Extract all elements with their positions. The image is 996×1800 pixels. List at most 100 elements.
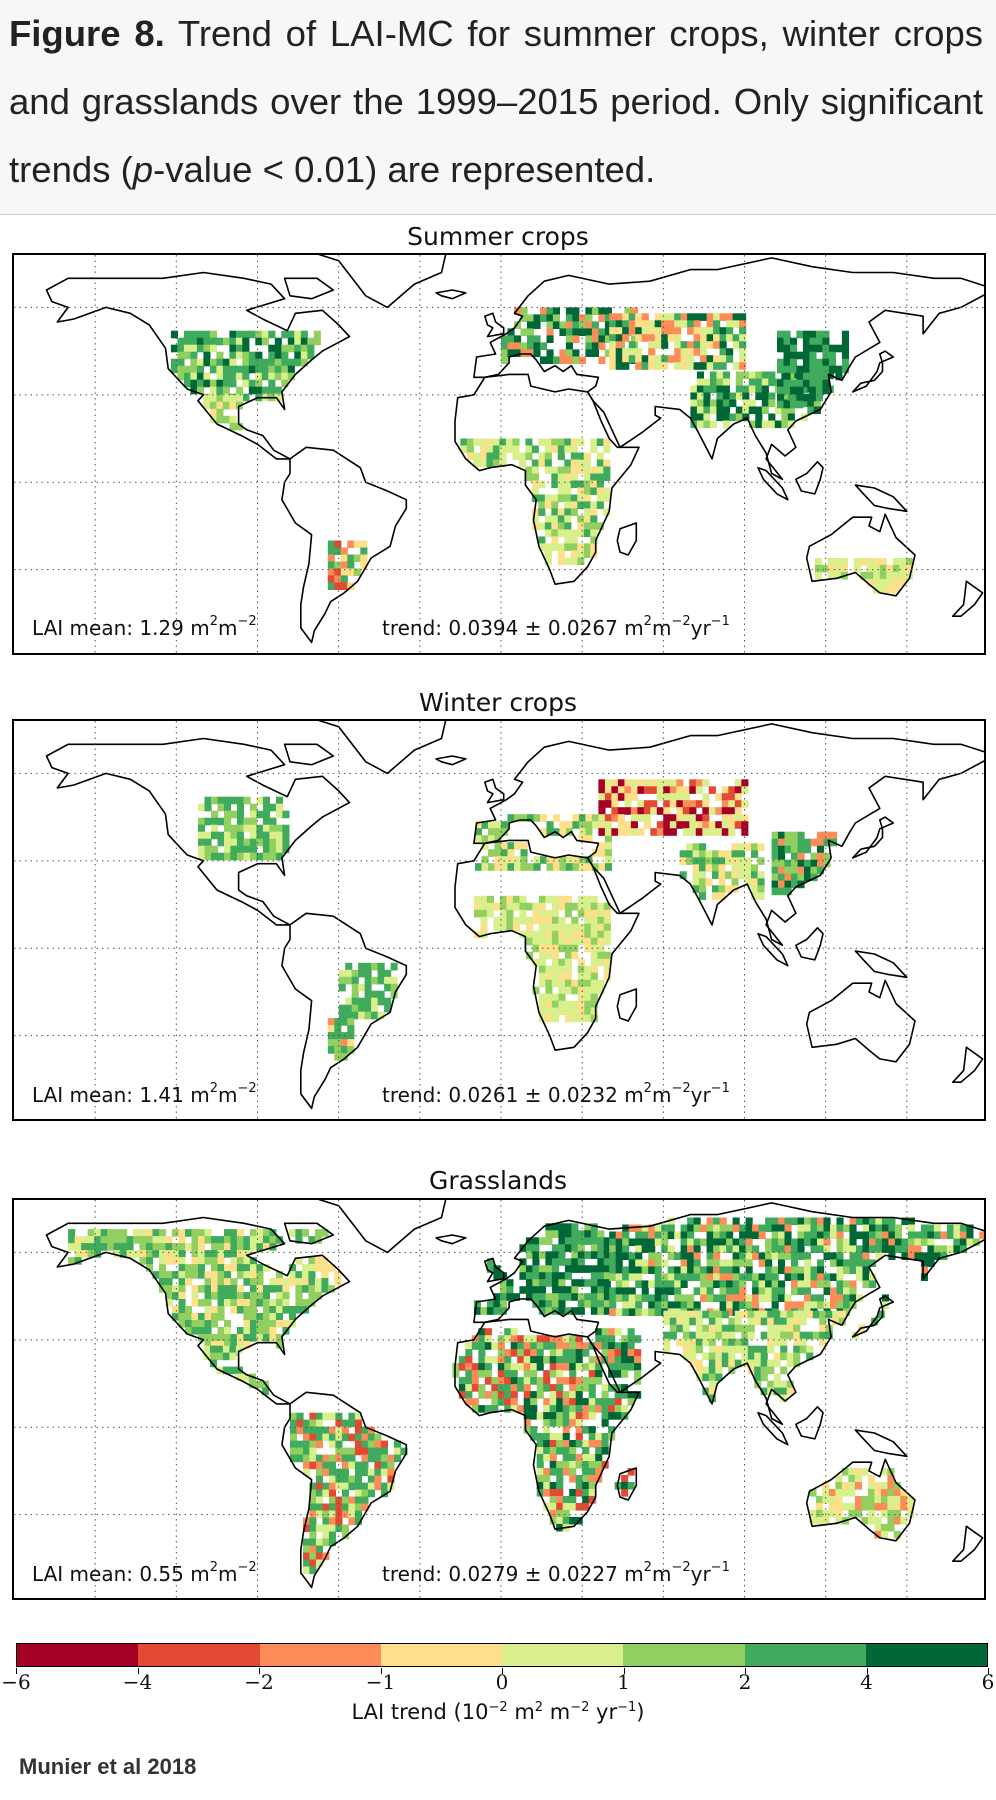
- trend-cell: [256, 1229, 264, 1237]
- trend-cell: [322, 1524, 330, 1533]
- trend-cell: [604, 835, 612, 843]
- trend-cell: [693, 341, 701, 349]
- trend-cell: [512, 902, 520, 911]
- trend-cell: [767, 1380, 775, 1389]
- trend-cell: [729, 399, 737, 408]
- trend-cell: [732, 320, 740, 328]
- trend-cell: [817, 1245, 825, 1253]
- trend-cell: [538, 1286, 546, 1294]
- trend-cell: [700, 1294, 708, 1302]
- trend-cell: [558, 916, 566, 925]
- trend-cell: [549, 1356, 557, 1364]
- trend-cell: [719, 1301, 727, 1309]
- trend-cell: [309, 1545, 317, 1554]
- trend-cell: [484, 1356, 492, 1364]
- trend-cell: [713, 1217, 721, 1226]
- trend-cell: [797, 1245, 805, 1253]
- trend-cell: [614, 1349, 622, 1357]
- trend-cell: [784, 859, 792, 868]
- trend-cell: [771, 873, 779, 882]
- trend-cell: [725, 885, 733, 893]
- trend-cell: [874, 1503, 882, 1511]
- trend-cell: [881, 1217, 889, 1226]
- trend-cell: [848, 1468, 856, 1476]
- trend-cell: [706, 341, 714, 349]
- trend-cell: [741, 786, 749, 794]
- trend-cell: [674, 334, 682, 342]
- lai-mean-grasslands: LAI mean: 0.55 m2m−2: [32, 1560, 257, 1586]
- trend-cell: [507, 814, 515, 822]
- trend-cell: [480, 923, 488, 932]
- trend-cell: [601, 1384, 609, 1392]
- trend-cell: [979, 1231, 984, 1240]
- trend-cell: [243, 817, 251, 826]
- trend-cell: [497, 1342, 505, 1350]
- trend-cell: [796, 330, 804, 339]
- trend-cell: [564, 515, 572, 523]
- trend-cell: [817, 831, 825, 840]
- trend-cell: [236, 824, 244, 833]
- trend-cell: [648, 1308, 656, 1316]
- trend-cell: [517, 1342, 525, 1350]
- trend-cell: [294, 351, 302, 360]
- trend-cell: [348, 1482, 356, 1491]
- trend-cell: [204, 1271, 212, 1279]
- trend-winter-crops: trend: 0.0261 ± 0.0232 m2m−2yr−1: [382, 1081, 730, 1107]
- trend-cell: [249, 1299, 257, 1307]
- trend-cell: [183, 337, 191, 346]
- trend-cell: [198, 1299, 206, 1307]
- trend-cell: [575, 1440, 583, 1448]
- trend-cell: [796, 386, 804, 395]
- trend-cell: [822, 330, 830, 339]
- trend-cell: [564, 1007, 572, 1016]
- trend-cell: [465, 1398, 473, 1406]
- trend-cell: [300, 358, 308, 367]
- trend-cell: [294, 358, 302, 367]
- trend-cell: [597, 923, 605, 932]
- trend-cell: [828, 358, 836, 367]
- trend-cell: [603, 958, 611, 967]
- trend-cell: [687, 341, 695, 349]
- trend-cell: [565, 321, 573, 329]
- trend-cell: [224, 852, 232, 861]
- trend-cell: [301, 1285, 309, 1293]
- trend-cell: [315, 1559, 323, 1568]
- trend-cell: [499, 459, 507, 468]
- trend-cell: [538, 452, 546, 461]
- trend-cell: [747, 1359, 755, 1368]
- trend-cell: [211, 845, 219, 854]
- trend-cell: [843, 1224, 851, 1233]
- trend-cell: [667, 1231, 675, 1240]
- trend-cell: [771, 1287, 779, 1295]
- trend-cell: [204, 1341, 212, 1349]
- trend-cell: [281, 351, 289, 360]
- trend-cell: [584, 979, 592, 988]
- trend-cell: [722, 385, 730, 394]
- trend-cell: [713, 1273, 721, 1281]
- trend-cell: [562, 1461, 570, 1469]
- trend-cell: [687, 1301, 695, 1309]
- trend-cell: [784, 1266, 792, 1274]
- trend-cell: [159, 1264, 167, 1272]
- trend-cell: [778, 845, 786, 854]
- trend-cell: [517, 1335, 525, 1343]
- trend-cell: [558, 1223, 566, 1231]
- trend-cell: [718, 857, 726, 865]
- trend-cell: [327, 1025, 335, 1033]
- trend-cell: [628, 1238, 636, 1247]
- trend-cell: [525, 466, 533, 475]
- trend-cell: [249, 1264, 257, 1272]
- trend-cell: [582, 1398, 590, 1406]
- trend-cell: [880, 1503, 888, 1511]
- trend-cell: [536, 1433, 544, 1441]
- trend-cell: [353, 568, 361, 576]
- trend-cell: [564, 1237, 572, 1245]
- trend-cell: [216, 1345, 224, 1354]
- trend-cell: [564, 1014, 572, 1023]
- trend-cell: [817, 859, 825, 868]
- trend-cell: [510, 1377, 518, 1385]
- trend-cell: [617, 779, 625, 787]
- trend-cell: [791, 1280, 799, 1288]
- trend-cell: [146, 1236, 154, 1244]
- trend-cell: [880, 1509, 888, 1518]
